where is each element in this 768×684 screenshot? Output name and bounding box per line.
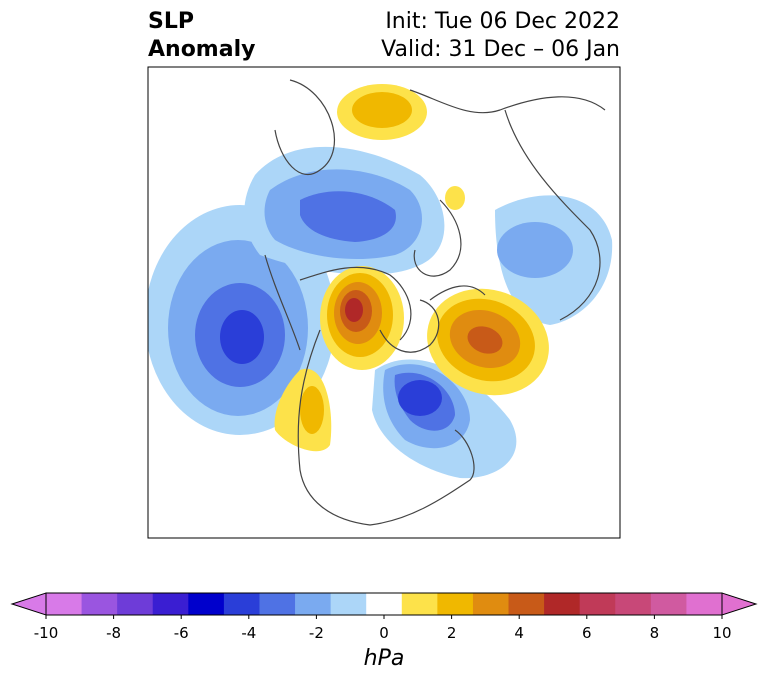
colorbar-bin	[152, 593, 189, 615]
siberian-low	[244, 146, 445, 275]
colorbar-bin	[686, 593, 723, 615]
colorbar-bin	[188, 593, 225, 615]
colorbar	[10, 592, 758, 619]
colorbar-tick-label: -2	[308, 624, 324, 642]
colorbar-tick-label: 4	[514, 624, 524, 642]
colorbar-units: hPa	[363, 646, 405, 671]
colorbar-bin	[366, 593, 403, 615]
colorbar-bin	[117, 593, 154, 615]
valid-range: Valid: 31 Dec – 06 Jan	[381, 37, 620, 62]
colorbar-extend-max	[721, 592, 758, 616]
title-line-1: SLP	[148, 9, 194, 34]
colorbar-bin	[650, 593, 687, 615]
europe-low	[495, 195, 613, 325]
colorbar-tick-label: 8	[649, 624, 660, 642]
map-title: SLP Anomaly	[148, 8, 255, 64]
colorbar-bin	[472, 593, 510, 615]
colorbar-tick-label: -6	[173, 624, 189, 642]
init-date: Init: Tue 06 Dec 2022	[385, 9, 620, 34]
colorbar-tick-label: 0	[379, 624, 389, 642]
canada-low	[372, 359, 517, 479]
anomaly-field	[148, 79, 613, 526]
colorbar-bin	[579, 593, 616, 615]
alaska-high	[320, 266, 404, 370]
title-line-2: Anomaly	[148, 37, 256, 62]
colorbar-tick-label: 6	[582, 624, 592, 642]
colorbar-tick-label: 10	[712, 624, 732, 642]
colorbar-tick-label: -4	[241, 624, 257, 642]
coastlines	[264, 79, 606, 526]
colorbar-bin	[259, 593, 296, 615]
map-frame	[147, 66, 621, 539]
init-valid-label: Init: Tue 06 Dec 2022 Valid: 31 Dec – 06…	[381, 8, 620, 64]
colorbar-bin	[544, 593, 581, 615]
colorbar-bin	[295, 593, 332, 615]
colorbar-bin	[330, 593, 367, 615]
colorbar-bin	[615, 593, 652, 615]
colorbar-bin	[437, 593, 474, 615]
colorbar-bin	[81, 593, 118, 615]
colorbar-tick-label: 2	[446, 624, 457, 642]
colorbar-bin	[223, 593, 260, 615]
colorbar-extend-min	[10, 592, 47, 616]
colorbar-tick-label: -10	[33, 624, 59, 642]
colorbar-bin	[508, 593, 545, 615]
colorbar-bin	[46, 593, 83, 615]
colorbar-bin	[401, 593, 438, 615]
western-us-high	[274, 368, 332, 452]
scandinavia-high	[337, 84, 465, 210]
greenland-high	[427, 288, 549, 396]
colorbar-tick-label: -8	[106, 624, 122, 642]
